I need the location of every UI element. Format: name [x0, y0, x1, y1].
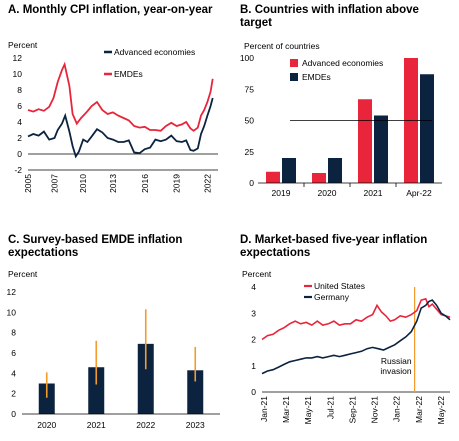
panel-b-title: B. Countries with inflation above target — [240, 4, 419, 29]
y-tick-label: 6 — [11, 348, 16, 358]
y-axis-label: Percent — [8, 40, 38, 50]
series-line-germany — [261, 299, 451, 375]
bar-advanced-economies — [358, 99, 372, 183]
x-tick-label: Jul-21 — [325, 396, 335, 419]
x-tick-label: 2022 — [202, 174, 212, 193]
y-tick-label: 50 — [245, 116, 255, 126]
x-tick-label: 2020 — [37, 420, 56, 430]
bar-advanced-economies — [266, 171, 280, 183]
legend-label: Advanced economies — [114, 47, 195, 57]
panel-d: D. Market-based five-year inflation expe… — [232, 222, 459, 441]
x-tick-label: Mar-22 — [414, 396, 424, 423]
y-tick-label: 2 — [17, 133, 22, 143]
x-tick-label: Jan-22 — [392, 396, 402, 422]
x-tick-label: 2005 — [23, 174, 33, 193]
bar-emdes — [282, 158, 296, 183]
legend-label: United States — [314, 281, 365, 291]
y-tick-label: 25 — [245, 147, 255, 157]
y-axis-label: Percent — [8, 269, 38, 279]
y-tick-label: 0 — [11, 409, 16, 419]
panel-a-title: A. Monthly CPI inflation, year-on-year — [8, 4, 213, 16]
y-tick-label: 12 — [7, 287, 17, 297]
bar-emdes — [374, 115, 388, 183]
x-tick-label: 2023 — [186, 420, 205, 430]
y-tick-label: 75 — [245, 84, 255, 94]
series-line-advanced-economies — [27, 97, 214, 159]
y-tick-label: 8 — [11, 328, 16, 338]
bar-emdes — [328, 158, 342, 183]
bar — [88, 367, 105, 414]
x-tick-label: 2013 — [108, 174, 118, 193]
chart-c: Percent 0 2 4 6 8 10 12 2020 2021 2022 2023 — [7, 269, 220, 430]
y-tick-label: 6 — [17, 101, 22, 111]
x-tick-label: 2010 — [78, 174, 88, 193]
legend-label: Germany — [314, 292, 350, 302]
x-tick-label: 2019 — [172, 174, 182, 193]
panel-c: C. Survey-based EMDE inflation expectati… — [0, 222, 230, 441]
x-tick-label: Sep-21 — [347, 396, 357, 424]
y-tick-label: 10 — [13, 69, 23, 79]
y-tick-label: 10 — [7, 307, 17, 317]
legend-swatch — [290, 59, 298, 67]
y-tick-label: 1 — [251, 361, 256, 371]
chart-b: Percent of countries 0 25 50 75 100 2019 2020 20… — [240, 41, 442, 198]
annotation-text: Russian — [381, 356, 412, 366]
bar-emdes — [420, 74, 434, 183]
x-tick-label: May-21 — [303, 396, 313, 425]
legend-swatch — [290, 73, 298, 81]
x-tick-label: May-22 — [436, 396, 446, 425]
bar — [187, 370, 204, 414]
y-tick-label: 4 — [11, 368, 16, 378]
x-tick-label: 2019 — [272, 188, 291, 198]
y-axis-label: Percent of countries — [244, 41, 320, 51]
x-tick-label: 2020 — [318, 188, 337, 198]
y-tick-label: 0 — [251, 387, 256, 397]
y-tick-label: 12 — [13, 53, 23, 63]
series-line-emdes — [27, 61, 214, 132]
chart-a: Percent -2 0 2 4 6 8 10 12 2005 2007 2010 2013 2016 20… — [8, 40, 218, 193]
chart-d: Percent 0 1 2 3 4 Jan-21 Mar-21 May-21 Jul-21 Sep-… — [242, 269, 451, 425]
x-tick-label: 2022 — [136, 420, 155, 430]
x-tick-label: 2016 — [140, 174, 150, 193]
legend-label: EMDEs — [302, 72, 331, 82]
x-tick-label: 2021 — [364, 188, 383, 198]
bar-advanced-economies — [312, 173, 326, 183]
x-tick-label: 2021 — [87, 420, 106, 430]
y-tick-label: 0 — [249, 178, 254, 188]
panel-b: B. Countries with inflation above target… — [232, 0, 459, 220]
series-line-united-states — [261, 297, 451, 341]
panel-c-title: C. Survey-based EMDE inflation expectati… — [8, 234, 183, 259]
panel-d-title: D. Market-based five-year inflation expe… — [240, 234, 428, 259]
annotation-text: invasion — [380, 366, 411, 376]
y-axis-label: Percent — [242, 269, 272, 279]
panel-a: A. Monthly CPI inflation, year-on-year P… — [0, 0, 230, 220]
y-tick-label: 2 — [251, 335, 256, 345]
y-tick-label: -2 — [14, 165, 22, 175]
y-tick-label: 3 — [251, 308, 256, 318]
y-tick-label: 2 — [11, 389, 16, 399]
bar — [38, 383, 55, 414]
x-tick-label: Mar-21 — [281, 396, 291, 423]
y-tick-label: 8 — [17, 85, 22, 95]
x-tick-label: Jan-21 — [259, 396, 269, 422]
legend-label: Advanced economies — [302, 58, 383, 68]
y-tick-label: 100 — [240, 53, 254, 63]
x-tick-label: Apr-22 — [406, 188, 432, 198]
y-tick-label: 4 — [251, 282, 256, 292]
legend-label: EMDEs — [114, 69, 143, 79]
y-tick-label: 0 — [17, 149, 22, 159]
x-tick-label: Nov-21 — [370, 396, 380, 424]
bar — [137, 343, 154, 414]
y-tick-label: 4 — [17, 117, 22, 127]
x-tick-label: 2007 — [50, 174, 60, 193]
